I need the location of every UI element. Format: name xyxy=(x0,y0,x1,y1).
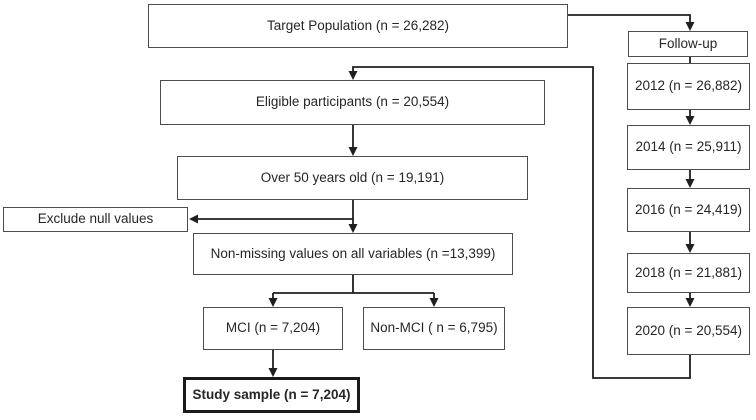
box-mci: MCI (n = 7,204) xyxy=(203,307,343,350)
box-study-sample: Study sample (n = 7,204) xyxy=(183,377,360,413)
box-exclude-null-values: Exclude null values xyxy=(3,207,188,232)
box-non-missing-values: Non-missing values on all variables (n =… xyxy=(193,233,513,275)
box-followup-2016: 2016 (n = 24,419) xyxy=(627,188,750,232)
box-eligible-participants: Eligible participants (n = 20,554) xyxy=(160,80,545,125)
box-follow-up: Follow-up xyxy=(628,31,748,57)
line-nonmissing-split xyxy=(273,275,434,294)
box-followup-2012: 2012 (n = 26,882) xyxy=(627,63,750,110)
box-over-50-years-old: Over 50 years old (n = 19,191) xyxy=(177,156,528,200)
box-followup-2018: 2018 (n = 21,881) xyxy=(627,253,750,293)
box-followup-2014: 2014 (n = 25,911) xyxy=(627,125,750,170)
box-followup-2020: 2020 (n = 20,554) xyxy=(627,307,750,355)
box-target-population: Target Population (n = 26,282) xyxy=(148,4,568,48)
box-non-mci: Non-MCI ( n = 6,795) xyxy=(363,307,505,350)
arrow-target-to-followup xyxy=(568,14,695,31)
